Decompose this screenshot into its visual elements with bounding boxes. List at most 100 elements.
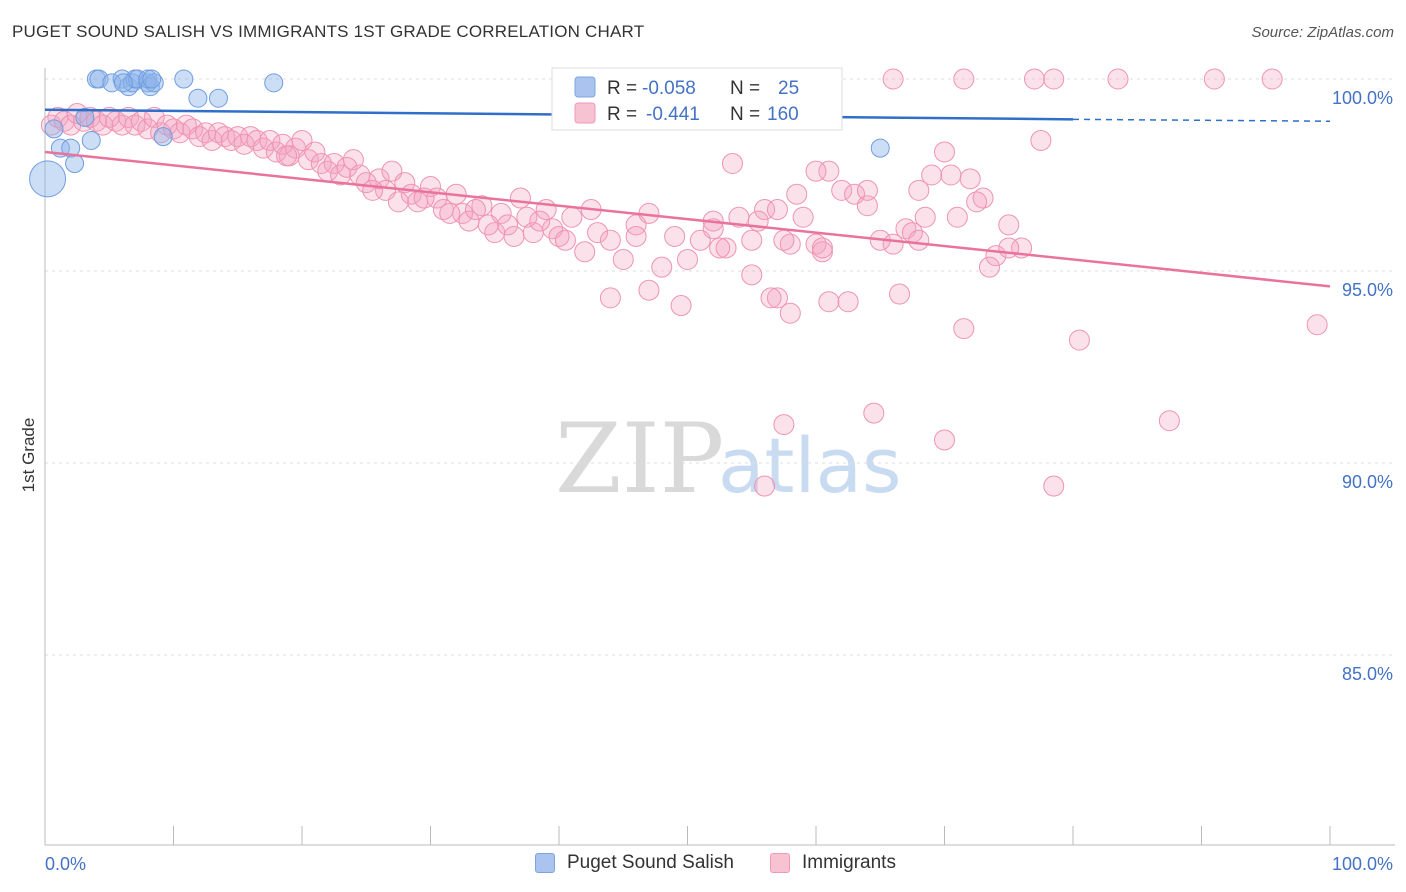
point-immigrants-75 [599, 229, 621, 251]
point-immigrants-129 [940, 164, 962, 186]
legend-n-value-2: 160 [767, 104, 799, 125]
legend: R = -0.058 N = 25 R = -0.441 N = 160 [551, 67, 843, 131]
point-immigrants-142 [1043, 475, 1065, 497]
point-immigrants-152 [702, 218, 724, 240]
point-immigrants-9 [98, 106, 120, 128]
point-immigrants-145 [1023, 68, 1045, 90]
point-immigrants-34 [259, 129, 281, 151]
point-immigrants-163 [362, 179, 384, 201]
point-immigrants-27 [214, 126, 236, 148]
bottom-legend: Puget Sound Salish Immigrants [0, 852, 1406, 878]
chart-title: PUGET SOUND SALISH VS IMMIGRANTS 1ST GRA… [12, 22, 645, 41]
bottom-legend-label-salish: Puget Sound Salish [567, 852, 734, 873]
point-immigrants-89 [779, 233, 801, 255]
point-immigrants-139 [863, 402, 885, 424]
point-salish-20 [61, 138, 81, 158]
gridlines [45, 78, 1395, 656]
legend-box [551, 67, 843, 131]
point-immigrants-72 [561, 206, 583, 228]
point-immigrants-126 [889, 283, 911, 305]
point-immigrants-18 [156, 114, 178, 136]
point-immigrants-150 [805, 160, 827, 182]
point-immigrants-112 [709, 237, 731, 259]
point-immigrants-148 [1203, 68, 1225, 90]
point-immigrants-13 [124, 114, 146, 136]
legend-r-value-2: -0.441 [646, 104, 700, 125]
x-ticks [44, 826, 1331, 845]
x-tick-label-max: 100.0% [1332, 854, 1393, 874]
point-immigrants-104 [972, 187, 994, 209]
point-immigrants-115 [741, 229, 763, 251]
legend-r-label-2: R = [607, 104, 637, 125]
point-salish-18 [44, 119, 64, 139]
point-salish-25 [870, 138, 890, 158]
point-immigrants-76 [612, 248, 634, 270]
legend-swatch-salish [574, 76, 596, 98]
point-salish-21 [65, 153, 85, 173]
watermark-zip: ZIP [555, 403, 724, 515]
point-immigrants-134 [1030, 129, 1052, 151]
point-immigrants-124 [837, 291, 859, 313]
y-tick-labels: 100.0% 95.0% 90.0% 85.0% [1332, 88, 1393, 684]
point-salish-17 [264, 73, 284, 93]
point-immigrants-106 [998, 214, 1020, 236]
point-salish-15 [188, 88, 208, 108]
point-immigrants-123 [811, 237, 833, 259]
point-salish-11 [140, 77, 160, 97]
point-immigrants-111 [670, 295, 692, 317]
point-salish-13 [142, 69, 162, 89]
trend-salish-extension [1072, 118, 1331, 122]
point-immigrants-84 [715, 237, 737, 259]
data-points [29, 68, 1328, 497]
point-immigrants-153 [625, 225, 647, 247]
point-immigrants-119 [818, 291, 840, 313]
point-salish-8 [113, 73, 133, 93]
bottom-legend-item-salish[interactable]: Puget Sound Salish [535, 852, 734, 874]
legend-r-value-1: -0.058 [642, 78, 696, 99]
point-salish-22 [75, 107, 95, 127]
point-immigrants-65 [497, 214, 519, 236]
point-immigrants-113 [721, 152, 743, 174]
point-immigrants-132 [978, 256, 1000, 278]
point-immigrants-128 [914, 206, 936, 228]
point-immigrants-135 [1068, 329, 1090, 351]
bottom-legend-item-immigrants[interactable]: Immigrants [770, 852, 896, 874]
point-salish-23 [81, 130, 101, 150]
point-immigrants-138 [773, 414, 795, 436]
point-immigrants-131 [966, 191, 988, 213]
y-tick-label-3: 85.0% [1342, 664, 1393, 684]
point-immigrants-88 [766, 287, 788, 309]
legend-swatch-immigrants [574, 102, 596, 124]
point-immigrants-117 [779, 302, 801, 324]
point-immigrants-143 [882, 68, 904, 90]
point-immigrants-141 [754, 475, 776, 497]
point-salish-14 [174, 69, 194, 89]
bottom-legend-swatch-salish [535, 853, 555, 873]
y-tick-label-1: 95.0% [1342, 280, 1393, 300]
point-immigrants-162 [387, 191, 409, 213]
point-immigrants-156 [529, 210, 551, 232]
point-immigrants-159 [464, 199, 486, 221]
point-immigrants-130 [953, 318, 975, 340]
point-immigrants-103 [959, 168, 981, 190]
point-immigrants-108 [276, 145, 298, 167]
point-salish-24 [153, 127, 173, 147]
y-tick-label-0: 100.0% [1332, 88, 1393, 108]
point-immigrants-2 [53, 110, 75, 132]
watermark-atlas: atlas [718, 421, 902, 510]
legend-n-label-2: N = [730, 104, 760, 125]
point-immigrants-95 [856, 195, 878, 217]
legend-n-label-1: N = [730, 78, 760, 99]
point-immigrants-140 [1158, 410, 1180, 432]
point-immigrants-144 [953, 68, 975, 90]
point-salish-1 [89, 69, 109, 89]
point-immigrants-101 [934, 141, 955, 163]
x-tick-label-min: 0.0% [45, 854, 86, 874]
bottom-legend-swatch-immigrants [770, 853, 790, 873]
point-immigrants-155 [554, 229, 576, 251]
point-immigrants-50 [368, 168, 390, 190]
source-label: Source: ZipAtlas.com [1251, 24, 1394, 41]
point-immigrants-110 [638, 279, 660, 301]
point-salish-16 [208, 88, 228, 108]
